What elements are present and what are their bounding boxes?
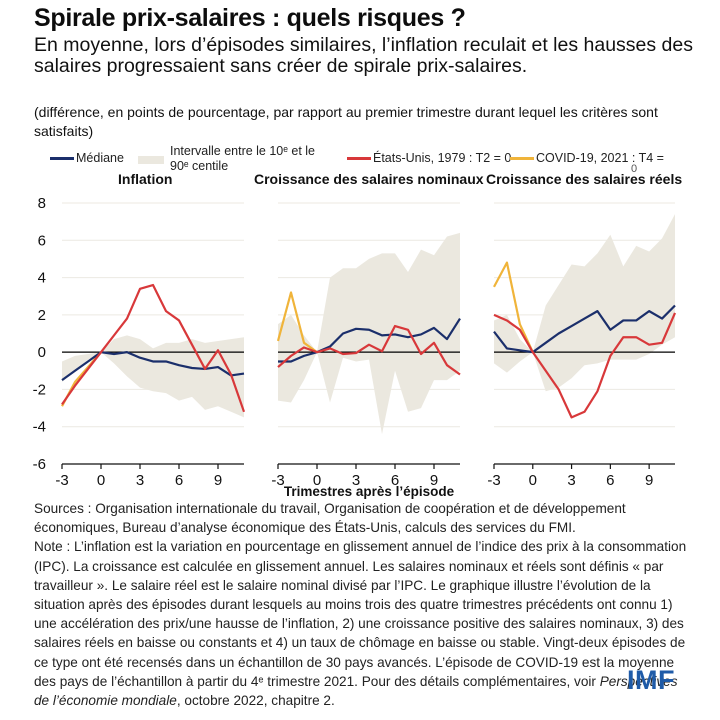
x-tick-label-inflation--3: -3 (55, 472, 68, 489)
imf-logo: IMF (627, 665, 675, 695)
series-line-nominal-wages-us (277, 324, 461, 376)
notes: Sources : Organisation internationale du… (34, 499, 694, 710)
legend-swatch-covid (510, 156, 534, 160)
x-tick-label-real-wages-9: 9 (645, 472, 653, 489)
legend-label-median: Médiane (76, 151, 124, 165)
chart-subtitle: En moyenne, lors d’épisodes similaires, … (34, 34, 693, 77)
x-axis-label: Trimestres après l’épisode (283, 484, 455, 499)
x-tick-label-real-wages-0: 0 (529, 472, 537, 489)
legend-label-covid-overflow-text: 0 (631, 163, 638, 175)
y-tick-label-4: 4 (38, 270, 46, 287)
x-tick-label-inflation-9: 9 (214, 472, 222, 489)
y-tick-label-8: 8 (38, 195, 46, 212)
panel-title-nominal-wages: Croissance des salaires nominaux (254, 171, 484, 187)
panel-title-inflation: Inflation (118, 171, 173, 187)
x-tick-label-nominal-wages-6: 6 (391, 472, 399, 489)
y-tick-label-2: 2 (38, 307, 46, 324)
x-tick-label-nominal-wages-0: 0 (313, 472, 321, 489)
note-text: Note : L’inflation est la variation en p… (34, 539, 687, 689)
note-reference-tail: , octobre 2022, chapitre 2. (176, 693, 335, 709)
x-tick-label-inflation-0: 0 (97, 472, 105, 489)
y-tick-label--4: -4 (33, 419, 46, 436)
x-tick-label-inflation-3: 3 (136, 472, 144, 489)
series-line-inflation-us (61, 283, 246, 413)
legend-label-band: Intervalle entre le 10ᵉ et le 90ᵉ centil… (170, 144, 315, 174)
legend-label-covid: COVID-19, 2021 : T4 = (536, 151, 664, 165)
x-tick-label-real-wages-3: 3 (567, 472, 575, 489)
x-tick-label-real-wages-6: 6 (606, 472, 614, 489)
legend-swatch-median (50, 156, 74, 160)
series-line-nominal-wages-median (278, 317, 461, 363)
y-tick-label-6: 6 (38, 232, 46, 249)
legend-label-us: États-Unis, 1979 : T2 = 0 (373, 151, 512, 165)
chart-title: Spirale prix-salaires : quels risques ? (34, 4, 466, 32)
legend-item-median: Médiane (50, 151, 124, 165)
series-line-real-wages-covid (493, 261, 534, 353)
band-nominal-wages (278, 232, 460, 435)
legend-label-covid-overflow: 0 (631, 163, 637, 175)
legend-item-covid: COVID-19, 2021 : T4 = (510, 151, 664, 165)
x-tick-label-nominal-wages-9: 9 (430, 472, 438, 489)
x-tick-label-nominal-wages-3: 3 (352, 472, 360, 489)
series-line-nominal-wages-covid (276, 291, 318, 354)
panel-title-real-wages: Croissance des salaires réels (486, 171, 683, 187)
legend-label-band-line2: 90ᵉ centile (170, 159, 229, 173)
x-tick-label-nominal-wages--3: -3 (271, 472, 284, 489)
x-tick-label-real-wages--3: -3 (487, 472, 500, 489)
y-tick-label--6: -6 (33, 456, 46, 473)
series-line-real-wages-median (493, 304, 676, 354)
legend-item-band: Intervalle entre le 10ᵉ et le 90ᵉ centil… (138, 144, 315, 174)
note-reference-title: Perspectives de l’économie mondiale (34, 673, 678, 709)
legend-label-band-line1: Intervalle entre le 10ᵉ et le (170, 144, 316, 158)
sources-text: Sources : Organisation internationale du… (34, 501, 626, 536)
series-line-real-wages-us (493, 312, 677, 419)
series-line-inflation-median (61, 351, 245, 382)
band-inflation (62, 335, 244, 418)
x-tick-label-inflation-6: 6 (175, 472, 183, 489)
legend-item-us: États-Unis, 1979 : T2 = 0 (347, 151, 511, 165)
units-note: (différence, en points de pourcentage, p… (34, 104, 658, 139)
y-tick-label--2: -2 (33, 381, 46, 398)
legend-swatch-us (347, 156, 371, 160)
legend: Médiane Intervalle entre le 10ᵉ et le 90… (0, 143, 720, 177)
legend-swatch-band (138, 156, 164, 164)
y-tick-label-0: 0 (38, 344, 46, 361)
